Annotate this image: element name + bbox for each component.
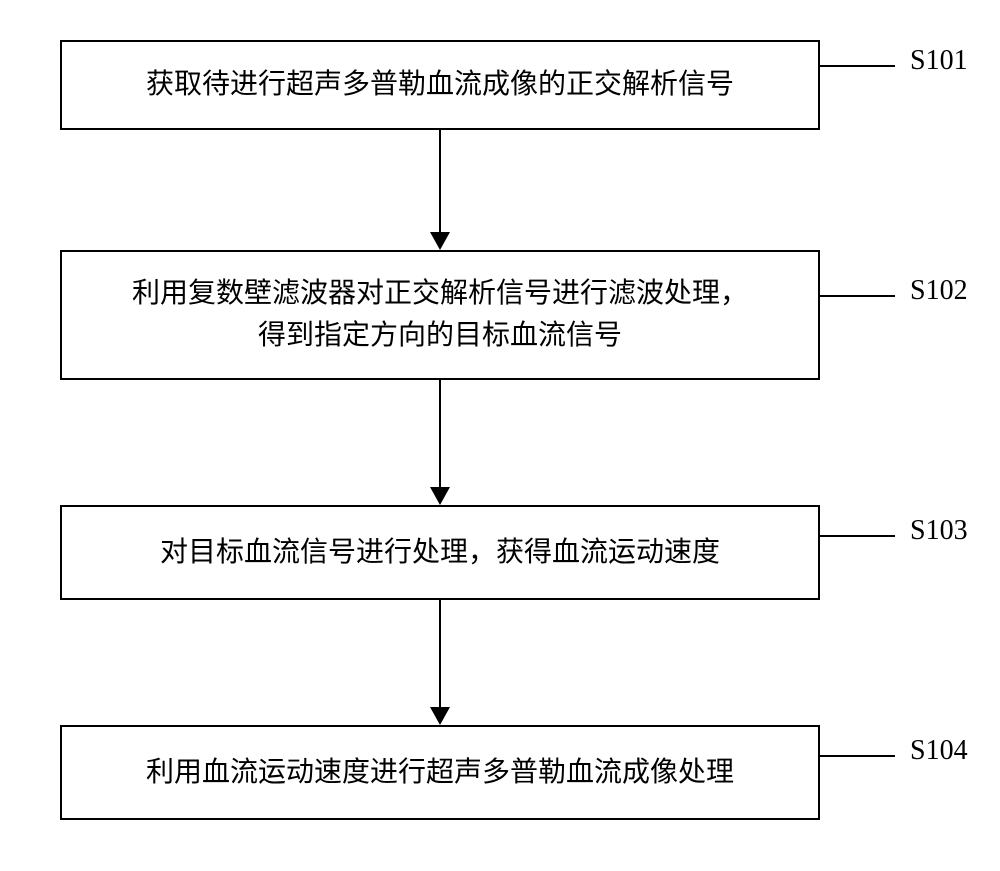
arrow-shaft [439, 600, 441, 707]
step-label-s101: S101 [910, 45, 968, 77]
step-label-s102: S102 [910, 275, 968, 307]
leader-line [820, 295, 895, 297]
step-box-s104: 利用血流运动速度进行超声多普勒血流成像处理 [60, 725, 820, 820]
step-text: 利用血流运动速度进行超声多普勒血流成像处理 [146, 752, 734, 794]
arrow-shaft [439, 380, 441, 487]
leader-line [820, 535, 895, 537]
arrow-shaft [439, 130, 441, 232]
step-label-s103: S103 [910, 515, 968, 547]
step-box-s101: 获取待进行超声多普勒血流成像的正交解析信号 [60, 40, 820, 130]
step-text: 利用复数壁滤波器对正交解析信号进行滤波处理，得到指定方向的目标血流信号 [132, 273, 748, 357]
leader-line [820, 755, 895, 757]
step-text: 对目标血流信号进行处理，获得血流运动速度 [160, 532, 720, 574]
flowchart-canvas: 获取待进行超声多普勒血流成像的正交解析信号 S101 利用复数壁滤波器对正交解析… [0, 0, 1000, 871]
leader-line [820, 65, 895, 67]
step-label-s104: S104 [910, 735, 968, 767]
step-box-s102: 利用复数壁滤波器对正交解析信号进行滤波处理，得到指定方向的目标血流信号 [60, 250, 820, 380]
step-text: 获取待进行超声多普勒血流成像的正交解析信号 [146, 64, 734, 106]
step-box-s103: 对目标血流信号进行处理，获得血流运动速度 [60, 505, 820, 600]
arrow-head-icon [430, 487, 450, 505]
arrow-head-icon [430, 232, 450, 250]
arrow-head-icon [430, 707, 450, 725]
